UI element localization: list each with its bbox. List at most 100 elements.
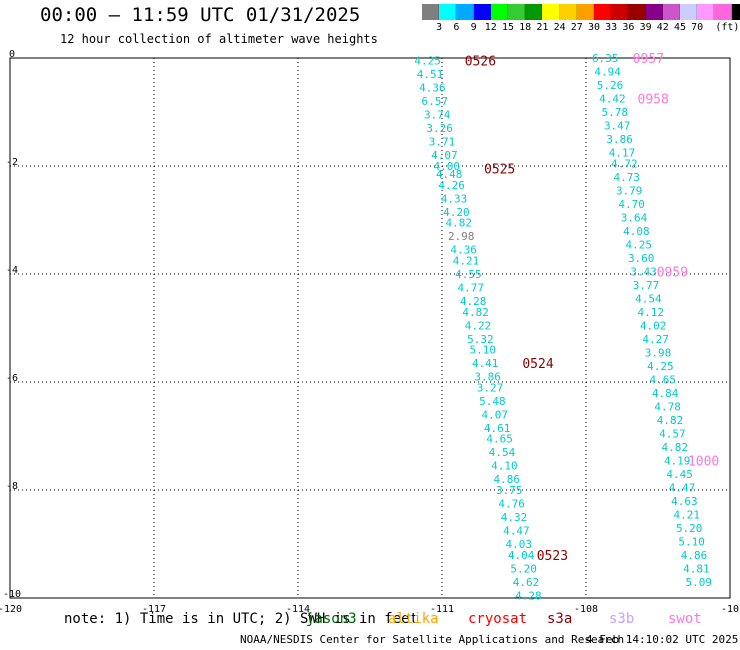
color-scale-label: 24 <box>553 22 566 33</box>
wave-height-point: 4.55 <box>455 268 482 281</box>
wave-height-point: 4.36 <box>419 82 446 95</box>
wave-height-point: 3.74 <box>424 109 451 122</box>
y-tick-label: -2 <box>6 157 18 168</box>
wave-height-point: 4.25 <box>414 55 441 68</box>
y-tick-label: -6 <box>6 373 18 384</box>
wave-height-point: 4.25 <box>647 360 674 373</box>
color-scale-label: 70 <box>691 22 704 33</box>
wave-height-point: 4.00 <box>434 160 461 173</box>
wave-height-point: 4.47 <box>669 481 696 494</box>
wave-height-point: 4.70 <box>618 198 645 211</box>
wave-height-point: 4.36 <box>450 244 477 257</box>
wave-height-point: 4.41 <box>472 357 499 370</box>
wave-height-point: 4.82 <box>462 306 489 319</box>
wave-height-point: 5.20 <box>510 562 537 575</box>
wave-height-point: 4.45 <box>666 468 693 481</box>
wave-height-point: 4.84 <box>652 387 679 400</box>
pass-time-label: 1000 <box>688 454 719 469</box>
wave-height-point: 3.64 <box>621 211 648 224</box>
color-scale-label: 30 <box>587 22 601 33</box>
generation-timestamp: 4 Feb 14:10:02 UTC 2025 <box>586 633 739 646</box>
pass-time-label: 0523 <box>537 549 568 564</box>
color-scale-label: 6 <box>453 22 460 33</box>
wave-height-point: 4.19 <box>664 454 691 467</box>
wave-height-point: 4.42 <box>599 93 626 106</box>
color-swatch <box>662 4 680 20</box>
color-swatch <box>525 4 543 20</box>
color-scale-units: (ft) <box>715 22 740 33</box>
legend-item-s3a: s3a <box>547 611 573 627</box>
wave-height-point: 4.54 <box>489 446 516 459</box>
wave-height-point: 4.08 <box>623 225 650 238</box>
color-swatch <box>697 4 715 20</box>
legend-item-swot: swot <box>668 611 702 627</box>
y-tick-label: -8 <box>6 481 18 492</box>
wave-height-point: 3.43 <box>630 265 657 278</box>
color-scale-label: 27 <box>570 22 583 33</box>
wave-height-point: 4.73 <box>614 171 641 184</box>
color-scale-label: 33 <box>605 22 618 33</box>
wave-height-point: 4.21 <box>674 508 701 521</box>
wave-height-point: 4.76 <box>498 498 525 511</box>
wave-height-point: 4.86 <box>681 549 708 562</box>
footer-note: note: 1) Time is in UTC; 2) SWH is in fe… <box>64 611 419 627</box>
wave-height-point: 4.27 <box>642 333 669 346</box>
wave-height-point: 4.12 <box>638 306 665 319</box>
wave-height-point: 2.98 <box>448 230 475 243</box>
x-tick-label: -120 <box>0 604 22 615</box>
wave-height-point: 3.86 <box>474 371 501 384</box>
wave-height-point: 5.48 <box>479 395 506 408</box>
legend-item-altika: altika <box>388 611 439 627</box>
color-swatch <box>559 4 577 20</box>
pass-time-label: 0526 <box>465 55 496 70</box>
x-tick-label: -10 <box>721 604 739 615</box>
wave-height-point: 4.47 <box>503 525 530 538</box>
color-swatch <box>628 4 646 20</box>
wave-height-point: 4.51 <box>417 68 444 81</box>
color-scale-label: 39 <box>639 22 652 33</box>
wave-height-point: 3.60 <box>628 252 655 265</box>
color-swatch <box>439 4 457 20</box>
color-swatch <box>714 4 732 20</box>
pass-time-label: 0524 <box>522 357 553 372</box>
wave-height-point: 4.02 <box>640 319 667 332</box>
wave-height-point: 5.10 <box>678 535 705 548</box>
pass-time-label: 0959 <box>657 265 688 280</box>
wave-height-point: 3.79 <box>616 184 643 197</box>
x-tick-label: -111 <box>430 604 454 615</box>
color-swatch <box>680 4 698 20</box>
wave-height-point: 4.62 <box>513 576 540 589</box>
y-tick-label: -10 <box>3 589 21 600</box>
color-swatch <box>422 4 440 20</box>
x-tick-label: -117 <box>142 604 166 615</box>
x-tick-label: -114 <box>286 604 310 615</box>
wave-height-point: 4.63 <box>671 495 698 508</box>
wave-height-point: 4.77 <box>458 282 485 295</box>
wave-height-point: 4.94 <box>594 66 621 79</box>
color-swatch <box>508 4 526 20</box>
color-scale-label: 45 <box>673 22 687 33</box>
wave-height-point: 4.25 <box>626 238 653 251</box>
wave-height-point: 4.65 <box>486 433 513 446</box>
wave-height-point: 4.72 <box>611 157 638 170</box>
wave-height-point: 4.03 <box>506 538 533 551</box>
credit-line: NOAA/NESDIS Center for Satellite Applica… <box>240 633 625 646</box>
wave-height-point: 5.09 <box>686 576 713 589</box>
color-scale-label: 12 <box>484 22 497 33</box>
wave-height-point: 4.20 <box>443 206 470 219</box>
color-swatch <box>645 4 663 20</box>
pass-time-label: 0958 <box>638 93 669 108</box>
legend-item-cryosat: cryosat <box>468 611 528 627</box>
wave-height-point: 4.26 <box>438 179 465 192</box>
wave-height-point: 4.82 <box>662 441 689 454</box>
wave-height-point: 4.22 <box>465 319 492 332</box>
wave-height-point: 5.32 <box>467 333 494 346</box>
wave-height-point: 4.54 <box>635 292 662 305</box>
color-swatch <box>594 4 612 20</box>
wave-height-point: 3.86 <box>606 133 633 146</box>
color-scale-label: 21 <box>536 22 549 33</box>
color-scale-label: 42 <box>656 22 669 33</box>
wave-height-point: 3.75 <box>496 484 523 497</box>
wave-height-point: 6.35 <box>592 52 619 65</box>
